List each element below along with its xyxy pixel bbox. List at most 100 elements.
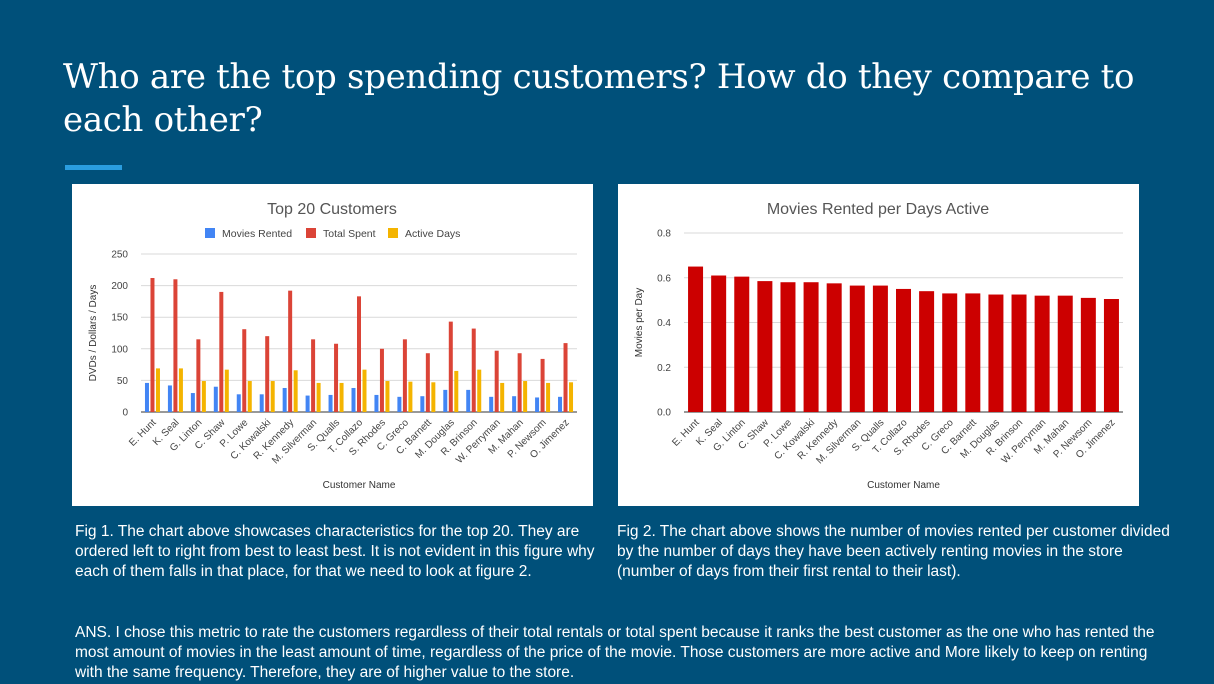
- bar-total-spent-r-kennedy: [288, 290, 293, 412]
- bar-o-jimenez: [1103, 299, 1119, 412]
- title-accent-bar: [65, 165, 122, 170]
- y-tick-label: 0.8: [657, 229, 671, 240]
- y-tick-label: 0: [122, 408, 128, 419]
- bar-active-days-o-jimenez: [569, 382, 574, 412]
- bar-movies-rented-p-lowe: [236, 394, 241, 412]
- bar-movies-rented-w-perryman: [489, 396, 494, 412]
- bar-movies-rented-e-hunt: [144, 382, 149, 412]
- legend-label-active-days: Active Days: [405, 228, 460, 240]
- bar-movies-rented-m-douglas: [443, 389, 448, 412]
- bar-total-spent-r-brinson: [471, 328, 476, 412]
- bar-total-spent-c-barnett: [425, 353, 430, 412]
- bar-active-days-g-linton: [201, 381, 206, 412]
- bar-c-shaw: [757, 281, 773, 412]
- bar-movies-rented-o-jimenez: [558, 396, 563, 412]
- y-tick-label: 0.0: [657, 408, 671, 419]
- bar-t-collazo: [896, 288, 911, 412]
- bar-m-douglas: [988, 294, 1004, 412]
- bar-active-days-p-lowe: [247, 381, 252, 412]
- bar-total-spent-p-newsom: [540, 358, 545, 412]
- y-axis-title: DVDs / Dollars / Days: [88, 285, 99, 382]
- y-tick-label: 200: [111, 281, 128, 292]
- bar-active-days-c-greco: [408, 381, 413, 412]
- bar-w-perryman: [1034, 295, 1050, 412]
- bar-active-days-r-brinson: [477, 369, 482, 412]
- bar-movies-rented-c-greco: [397, 396, 402, 412]
- bar-movies-rented-c-shaw: [213, 386, 218, 412]
- bar-movies-rented-g-linton: [190, 393, 195, 412]
- bar-movies-rented-c-kowalski: [259, 394, 264, 412]
- bar-total-spent-e-hunt: [150, 278, 155, 412]
- bar-total-spent-m-mahan: [517, 353, 522, 412]
- bar-p-newsom: [1080, 297, 1096, 412]
- y-tick-label: 150: [111, 313, 128, 324]
- bar-total-spent-w-perryman: [494, 350, 499, 412]
- legend-swatch-movies-rented: [205, 228, 215, 238]
- chart-top-20-customers: Top 20 Customers Movies Rented Total Spent…: [72, 184, 593, 506]
- bar-total-spent-k-seal: [173, 279, 178, 412]
- bar-total-spent-g-linton: [196, 339, 201, 412]
- bar-c-kowalski: [803, 282, 819, 412]
- bar-total-spent-o-jimenez: [563, 343, 568, 412]
- legend-swatch-active-days: [388, 228, 398, 238]
- y-axis-title: Movies per Day: [634, 288, 645, 357]
- bar-active-days-c-barnett: [431, 382, 436, 412]
- legend-label-movies-rented: Movies Rented: [222, 228, 292, 240]
- figure-1-caption: Fig 1. The chart above showcases charact…: [75, 523, 595, 580]
- y-tick-label: 100: [111, 344, 128, 355]
- y-tick-label: 50: [117, 376, 129, 387]
- bar-active-days-s-rhodes: [385, 381, 390, 412]
- bar-movies-rented-c-barnett: [420, 396, 425, 412]
- bar-c-barnett: [965, 293, 981, 412]
- bar-active-days-t-collazo: [362, 369, 367, 412]
- slide-title: Who are the top spending customers? How …: [63, 57, 1135, 140]
- bar-total-spent-c-greco: [402, 339, 407, 412]
- bar-movies-rented-p-newsom: [535, 397, 540, 412]
- bar-total-spent-m-silverman: [311, 339, 316, 412]
- answer-text: ANS. I chose this metric to rate the cus…: [75, 624, 1155, 681]
- bar-active-days-k-seal: [178, 368, 183, 412]
- chart-title: Movies Rented per Days Active: [767, 201, 989, 218]
- bar-movies-rented-k-seal: [167, 385, 172, 412]
- bar-active-days-m-silverman: [316, 382, 321, 412]
- bar-r-kennedy: [826, 283, 842, 412]
- bar-active-days-s-qualls: [339, 382, 344, 412]
- bar-active-days-m-mahan: [523, 381, 528, 412]
- chart-movies-per-day: Movies Rented per Days Active 0.0 0.2 0.4 0.…: [618, 184, 1139, 506]
- bar-active-days-p-newsom: [546, 382, 551, 412]
- bar-movies-rented-m-mahan: [512, 396, 517, 412]
- bar-k-seal: [711, 275, 727, 412]
- bar-active-days-e-hunt: [155, 368, 160, 412]
- bar-total-spent-s-rhodes: [379, 348, 384, 412]
- bar-total-spent-t-collazo: [357, 296, 361, 412]
- bar-movies-rented-s-qualls: [328, 394, 333, 412]
- legend-label-total-spent: Total Spent: [323, 228, 376, 240]
- y-tick-label: 250: [111, 250, 128, 261]
- x-axis-title: Customer Name: [323, 480, 396, 491]
- bar-s-rhodes: [919, 291, 935, 412]
- bar-active-days-c-shaw: [224, 369, 229, 412]
- bar-active-days-w-perryman: [500, 382, 505, 412]
- bar-active-days-m-douglas: [454, 370, 459, 412]
- bar-movies-rented-r-kennedy: [282, 387, 287, 412]
- y-tick-label: 0.4: [657, 318, 671, 329]
- bar-c-greco: [942, 293, 958, 412]
- bar-p-lowe: [780, 282, 796, 412]
- bar-m-silverman: [849, 285, 865, 412]
- y-tick-label: 0.2: [657, 363, 671, 374]
- bar-active-days-r-kennedy: [293, 370, 298, 412]
- legend-swatch-total-spent: [306, 228, 316, 238]
- bar-movies-rented-t-collazo: [351, 387, 356, 412]
- bar-e-hunt: [688, 266, 704, 412]
- chart-title: Top 20 Customers: [267, 201, 397, 218]
- bar-total-spent-m-douglas: [448, 321, 453, 412]
- chart-top-20-customers-svg: Top 20 Customers Movies Rented Total Spent…: [88, 201, 577, 491]
- bar-m-mahan: [1057, 295, 1073, 412]
- bar-s-qualls: [872, 285, 888, 412]
- bar-active-days-c-kowalski: [270, 381, 275, 412]
- figure-2-caption: Fig 2. The chart above shows the number …: [617, 523, 1170, 580]
- bar-total-spent-s-qualls: [334, 343, 339, 412]
- bar-total-spent-p-lowe: [242, 329, 247, 412]
- x-axis-title: Customer Name: [867, 480, 940, 491]
- y-tick-label: 0.6: [657, 273, 671, 284]
